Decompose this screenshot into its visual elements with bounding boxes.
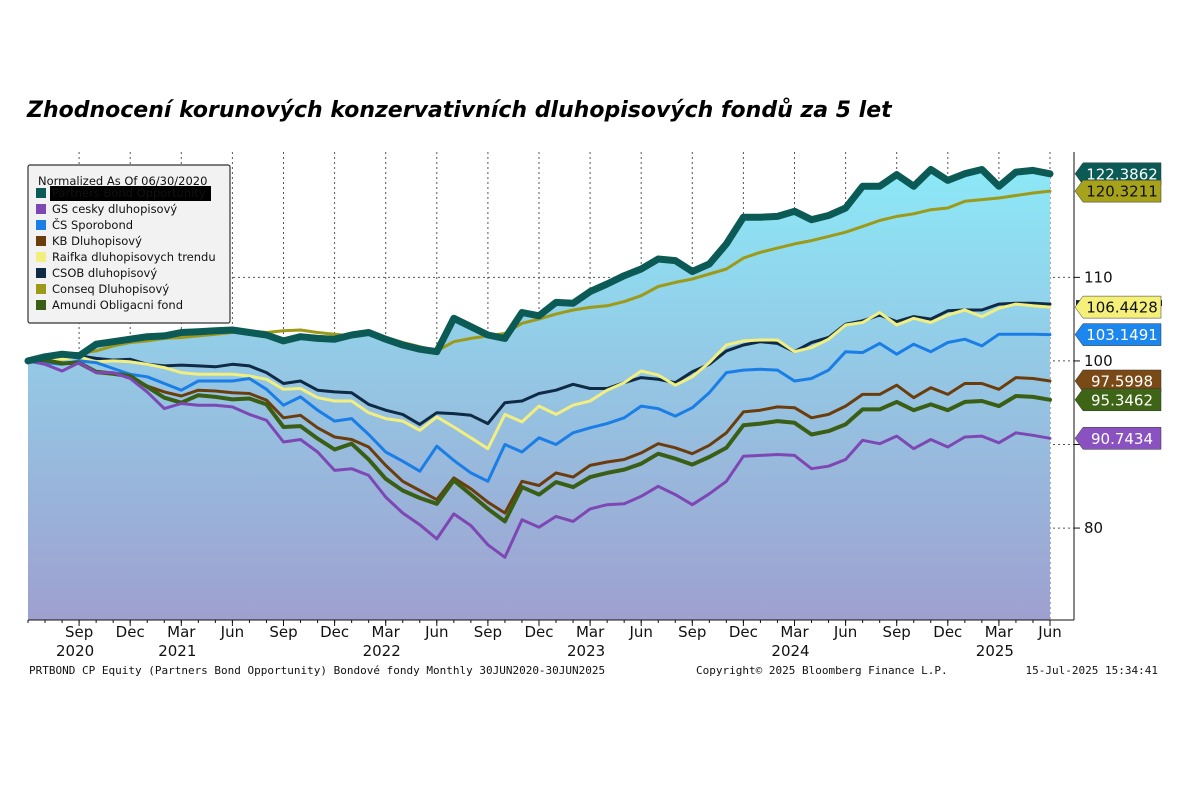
x-tick-label: Jun <box>424 623 448 641</box>
x-year-label: 2020 <box>56 642 94 660</box>
x-tick-label: Mar <box>780 623 809 641</box>
x-tick-label: Dec <box>524 623 553 641</box>
legend-label: Raifka dluhopisovych trendu <box>52 250 216 264</box>
legend-swatch <box>36 236 46 246</box>
x-tick-label: Sep <box>269 623 297 641</box>
value-tag-amundi-obligacni-fond: 95.3462 <box>1074 388 1162 412</box>
legend-swatch <box>36 220 46 230</box>
legend-label: CSOB dluhopisový <box>52 266 157 280</box>
x-tick-label: Jun <box>833 623 857 641</box>
legend-box <box>27 164 231 324</box>
legend-swatch <box>36 188 46 198</box>
x-tick-label: Sep <box>678 623 706 641</box>
legend-swatch <box>36 300 46 310</box>
x-year-label: 2021 <box>158 642 196 660</box>
value-tag-label: 122.3862 <box>1086 165 1158 183</box>
legend-swatch <box>36 284 46 294</box>
legend-highlight <box>50 186 211 201</box>
series-line-kb-dluhopisovy <box>26 358 1052 515</box>
x-tick-label: Mar <box>167 623 196 641</box>
legend-swatch <box>36 268 46 278</box>
x-year-label: 2024 <box>771 642 809 660</box>
series-line-raifka-dluhopisovych-trendu <box>26 302 1052 451</box>
series-line-csob-dluhopisovy <box>26 301 1052 426</box>
y-tick-label: 80 <box>1084 519 1103 537</box>
chart-title: Zhodnocení korunových konzervativních dl… <box>27 98 892 123</box>
y-tick-label: 100 <box>1084 352 1113 370</box>
value-tag-conseq-dluhopisovy: 120.3211 <box>1074 179 1162 203</box>
legend-label: ČS Sporobond <box>52 217 133 232</box>
x-tick-label: Dec <box>729 623 758 641</box>
value-tag-box <box>1074 427 1162 450</box>
x-tick-label: Dec <box>933 623 962 641</box>
value-tag-label: 120.3211 <box>1086 183 1158 201</box>
series-lines <box>24 166 1054 559</box>
series-line-partners-bond-opportunity <box>24 166 1054 365</box>
value-tag-box <box>1074 295 1162 319</box>
value-tag-label: 97.5998 <box>1091 372 1153 390</box>
legend-item-kb-dluhopisovy: KB Dluhopisový <box>36 234 142 248</box>
x-tick-label: Dec <box>320 623 349 641</box>
x-year-label: 2025 <box>976 642 1014 660</box>
footer-copyright: Copyright© 2025 Bloomberg Finance L.P. <box>696 664 948 677</box>
legend-swatch <box>36 204 46 214</box>
x-tick-label: Mar <box>985 623 1014 641</box>
x-tick-label: Sep <box>65 623 93 641</box>
x-year-label: 2022 <box>363 642 401 660</box>
value-tag-box <box>1074 388 1162 412</box>
x-tick-label: Jun <box>1037 623 1061 641</box>
x-year-label: 2023 <box>567 642 605 660</box>
legend-title: Normalized As Of 06/30/2020 <box>38 174 207 188</box>
legend-item-amundi-obligacni-fond: Amundi Obligacni fond <box>36 298 183 312</box>
legend-item-conseq-dluhopisovy: Conseq Dluhopisový <box>36 282 169 296</box>
footer-timestamp: 15-Jul-2025 15:34:41 <box>1025 664 1158 677</box>
x-tick-label: Sep <box>883 623 911 641</box>
legend-label: Partners Bond Opportunity <box>52 186 206 200</box>
series-line-gs-cesky-dluhopisovy <box>26 359 1052 559</box>
value-tag-raifka-dluhopisovych-trendu: 106.4428 <box>1074 295 1162 319</box>
value-tag-label: 103.1491 <box>1086 326 1158 344</box>
y-tick-label: 110 <box>1084 268 1113 286</box>
value-tag-cs-sporobond: 103.1491 <box>1074 323 1162 346</box>
legend-label: Amundi Obligacni fond <box>52 298 183 312</box>
footer-source: PRTBOND CP Equity (Partners Bond Opportu… <box>29 664 606 677</box>
value-tag-label: 90.7434 <box>1091 430 1153 448</box>
x-tick-label: Mar <box>372 623 401 641</box>
x-tick-label: Jun <box>628 623 652 641</box>
value-tag-label: 106.4428 <box>1086 299 1158 317</box>
legend-swatch <box>36 252 46 262</box>
x-tick-label: Mar <box>576 623 605 641</box>
x-tick-label: Dec <box>116 623 145 641</box>
x-tick-label: Sep <box>474 623 502 641</box>
series-line-amundi-obligacni-fond <box>26 358 1052 524</box>
x-tick-label: Jun <box>220 623 244 641</box>
legend-item-csob-dluhopisovy: CSOB dluhopisový <box>36 266 157 280</box>
legend-label: Conseq Dluhopisový <box>52 282 169 296</box>
value-tag-box <box>1074 369 1162 393</box>
value-tag-kb-dluhopisovy: 97.5998 <box>1074 369 1162 393</box>
legend-item-partners-bond-opportunity: Partners Bond Opportunity <box>36 186 211 201</box>
series-line-cs-sporobond <box>26 332 1052 483</box>
value-tag-gs-cesky-dluhopisovy: 90.7434 <box>1074 427 1162 450</box>
value-tag-box <box>1074 323 1162 346</box>
last-value-tags: 122.3862120.3211106.4428103.149197.59989… <box>1074 162 1162 450</box>
value-tag-label: 95.3462 <box>1091 391 1153 409</box>
legend-label: GS cesky dluhopisový <box>52 202 177 216</box>
value-tag-box <box>1074 179 1162 203</box>
legend-label: KB Dluhopisový <box>52 234 142 248</box>
legend-item-gs-cesky-dluhopisovy: GS cesky dluhopisový <box>36 202 177 216</box>
legend-item-cs-sporobond: ČS Sporobond <box>36 217 133 232</box>
value-tag-partners-bond-opportunity: 122.3862 <box>1074 162 1162 186</box>
legend-item-raifka-dluhopisovych-trendu: Raifka dluhopisovych trendu <box>36 250 216 264</box>
